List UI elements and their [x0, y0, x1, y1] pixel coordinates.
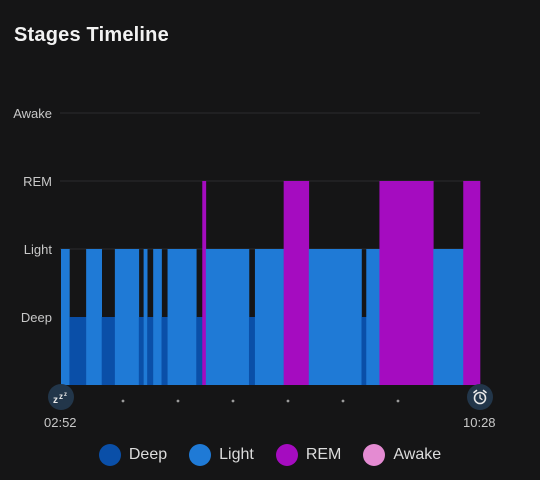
start-time-label: 02:52 [44, 415, 77, 430]
y-label-deep: Deep [21, 310, 52, 325]
segment-light [114, 249, 140, 385]
legend-swatch-light [189, 444, 212, 466]
segment-light [433, 249, 464, 385]
stage-segments [61, 181, 481, 385]
legend-item-deep: Deep [98, 444, 168, 466]
segment-light [143, 249, 148, 385]
svg-text:z: z [59, 392, 63, 401]
segment-light [308, 249, 362, 385]
x-axis-dot [396, 399, 400, 403]
chart-legend: Deep Light REM Awake [0, 444, 540, 466]
segment-rem [379, 181, 434, 385]
x-axis-dots [121, 399, 400, 403]
x-axis-dot [121, 399, 125, 403]
legend-swatch-awake [363, 444, 386, 466]
page-title: Stages Timeline [14, 24, 169, 46]
segment-light [254, 249, 284, 385]
legend-item-light: Light [189, 444, 254, 466]
sleep-zzz-icon: z z z [48, 384, 74, 410]
legend-item-rem: REM [275, 444, 342, 466]
segment-light [205, 249, 250, 385]
end-time-label: 10:28 [463, 415, 496, 430]
y-label-rem: REM [23, 174, 52, 189]
legend-swatch-deep [98, 444, 121, 466]
legend-label-deep: Deep [128, 446, 168, 463]
y-axis-labels: Deep Light REM Awake [13, 106, 52, 325]
legend-label-rem: REM [305, 446, 342, 463]
segment-light [153, 249, 162, 385]
legend-label-awake: Awake [393, 446, 442, 463]
x-axis-dot [176, 399, 180, 403]
y-label-light: Light [24, 242, 53, 257]
segment-rem [202, 181, 207, 385]
segment-light [86, 249, 103, 385]
x-axis-dot [231, 399, 235, 403]
segment-rem [463, 181, 481, 385]
segment-light [61, 249, 70, 385]
alarm-clock-icon [467, 384, 493, 410]
svg-text:z: z [64, 392, 67, 398]
segment-deep [147, 317, 154, 385]
stages-chart: Deep Light REM Awake [13, 106, 481, 403]
segment-deep [69, 317, 87, 385]
y-label-awake: Awake [13, 106, 52, 121]
segment-deep [196, 317, 203, 385]
segment-rem [283, 181, 310, 385]
svg-text:z: z [53, 395, 58, 404]
legend-label-light: Light [219, 446, 254, 463]
x-axis-dot [341, 399, 345, 403]
segment-deep [101, 317, 116, 385]
legend-swatch-rem [275, 444, 298, 466]
segment-light [366, 249, 380, 385]
segment-deep [138, 317, 144, 385]
legend-item-awake: Awake [363, 444, 441, 466]
segment-deep [361, 317, 367, 385]
x-axis-dot [286, 399, 290, 403]
segment-deep [248, 317, 256, 385]
segment-deep [161, 317, 168, 385]
segment-light [167, 249, 197, 385]
